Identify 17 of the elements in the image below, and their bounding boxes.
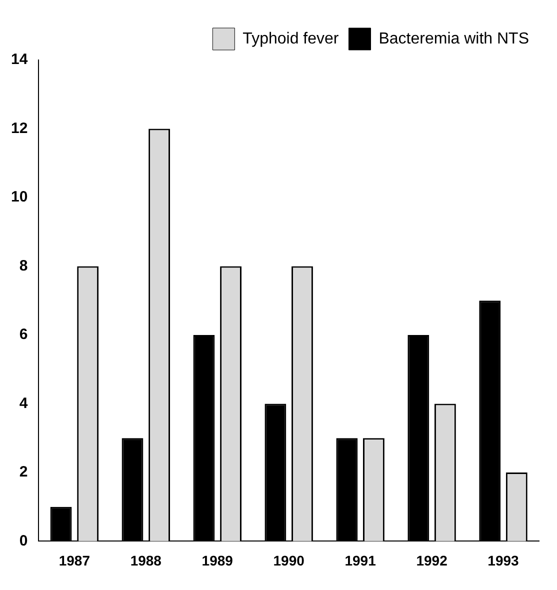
y-tick-label: 0 — [19, 532, 28, 550]
y-tick-label: 6 — [19, 326, 28, 344]
y-tick-label: 10 — [10, 188, 28, 206]
y-tick-label: 2 — [19, 464, 28, 481]
legend-label: Bacteremia with NTS — [378, 30, 529, 48]
legend-label: Typhoid fever — [242, 30, 340, 48]
y-tick-label: 14 — [10, 51, 28, 68]
x-tick-label: 1993 — [488, 552, 520, 568]
y-tick-label: 8 — [19, 257, 28, 274]
x-tick-label: 1991 — [344, 552, 376, 568]
x-tick-label: 1989 — [202, 552, 234, 568]
x-tick-label: 1990 — [273, 552, 305, 568]
y-tick-label: 12 — [10, 120, 28, 137]
x-tick-label: 1988 — [130, 552, 162, 568]
x-tick-label: 1992 — [416, 552, 448, 568]
y-tick-label: 4 — [19, 394, 28, 412]
x-tick-label: 1987 — [58, 552, 90, 568]
